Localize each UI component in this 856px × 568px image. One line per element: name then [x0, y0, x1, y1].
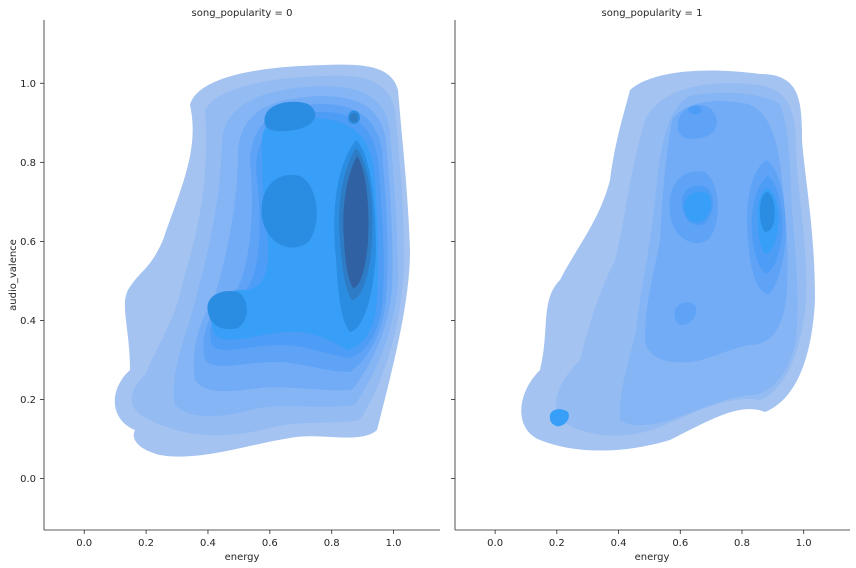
density-level-4 — [645, 101, 788, 363]
density-level-10 — [343, 156, 369, 288]
x-tick-label: 0.4 — [200, 538, 216, 549]
y-tick-label: 0.8 — [20, 158, 36, 169]
x-tick-label: 0.6 — [672, 538, 688, 549]
y-tick-label: 0.4 — [20, 316, 36, 327]
density-level-6 — [681, 105, 783, 274]
y-tick-label: 0.0 — [20, 474, 36, 485]
density-level-5 — [669, 104, 786, 325]
axes: 0.0 0.2 0.4 0.6 0.8 1.0 0.0 0.2 0.4 0.6 0.8 1.0 — [20, 20, 440, 549]
density-level-8 — [760, 192, 775, 232]
panel-song-popularity-1: song_popularity = 1 0.0 0.2 0.4 0.6 0.8 1.0 e… — [451, 8, 850, 563]
panel-title: song_popularity = 0 — [192, 8, 293, 19]
density-level-8 — [207, 101, 376, 333]
y-ticks: 0.0 0.2 0.4 0.6 0.8 1.0 — [20, 79, 44, 485]
x-tick-label: 0.8 — [734, 538, 750, 549]
y-tick-label: 1.0 — [20, 79, 36, 90]
x-axis-label: energy — [225, 552, 260, 563]
x-tick-label: 0.0 — [487, 538, 503, 549]
x-ticks: 0.0 0.2 0.4 0.6 0.8 1.0 — [76, 530, 402, 549]
x-tick-label: 0.8 — [324, 538, 340, 549]
x-tick-label: 0.0 — [76, 538, 92, 549]
x-tick-label: 1.0 — [796, 538, 812, 549]
panel-title: song_popularity = 1 — [602, 8, 703, 19]
density-contours — [114, 64, 410, 457]
y-tick-label: 0.6 — [20, 237, 36, 248]
x-ticks: 0.0 0.2 0.4 0.6 0.8 1.0 — [487, 530, 812, 549]
y-tick-label: 0.2 — [20, 395, 36, 406]
x-tick-label: 0.2 — [549, 538, 565, 549]
x-axis-label: energy — [635, 552, 670, 563]
x-tick-label: 0.4 — [611, 538, 627, 549]
y-axis-label: audio_valence — [8, 239, 19, 311]
y-ticks — [451, 82, 455, 480]
x-tick-label: 0.6 — [262, 538, 278, 549]
panel-song-popularity-0: song_popularity = 0 0.0 0.2 0.4 0.6 0.8 1.0 0… — [8, 8, 440, 563]
density-contours — [521, 70, 815, 451]
x-tick-label: 0.2 — [138, 538, 154, 549]
axes: 0.0 0.2 0.4 0.6 0.8 1.0 — [451, 20, 850, 549]
x-tick-label: 1.0 — [386, 538, 402, 549]
